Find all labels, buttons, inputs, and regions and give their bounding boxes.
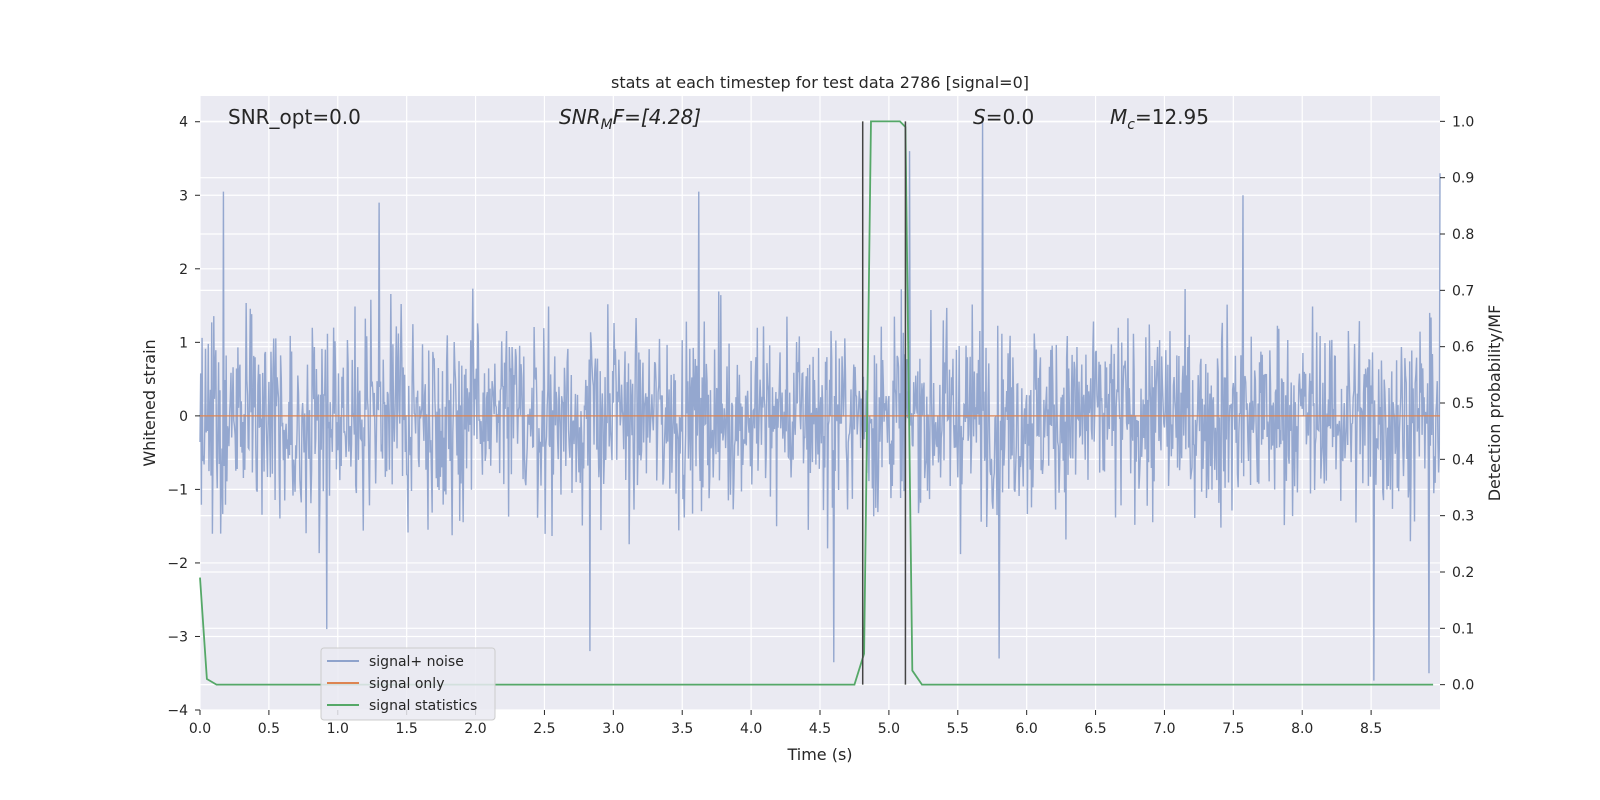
annotation-snr-opt: SNR_opt=0.0 (228, 105, 361, 129)
x-tick-label: 2.5 (533, 721, 555, 737)
y2-tick-label: 0.5 (1452, 396, 1474, 412)
series-lines (199, 120, 1440, 686)
series-signal-statistics (199, 120, 1434, 686)
y2-tick-label: 0.7 (1452, 283, 1474, 299)
x-tick-label: 0.5 (258, 721, 280, 737)
y-tick-label: −1 (167, 482, 188, 498)
x-tick-label: 4.5 (809, 721, 831, 737)
x-tick-label: 5.5 (947, 721, 969, 737)
s-prefix: S (973, 105, 986, 129)
snr-mf-rest: F=[4.28] (613, 105, 701, 129)
y-axis-ticks: 4 3 2 1 0 −1 −2 −3 −4 (167, 115, 200, 719)
signal-noise-series (199, 121, 1441, 681)
y2-axis-ticks: 1.0 0.9 0.8 0.7 0.6 0.5 0.4 0.3 0.2 0.1 0.0 (1440, 114, 1474, 694)
x-tick-label: 6.0 (1016, 721, 1038, 737)
y2-tick-label: 0.9 (1452, 171, 1474, 187)
x-tick-label: 7.5 (1222, 721, 1244, 737)
x-tick-label: 2.0 (464, 721, 486, 737)
x-tick-label: 4.0 (740, 721, 762, 737)
y2-tick-label: 0.6 (1452, 340, 1474, 356)
x-tick-label: 0.0 (189, 721, 211, 737)
x-tick-label: 1.5 (396, 721, 418, 737)
snr-mf-sub: M (601, 117, 613, 133)
chart-title: stats at each timestep for test data 278… (611, 73, 1029, 92)
mc-rest: =12.95 (1135, 105, 1209, 129)
y-tick-label: 0 (179, 409, 188, 425)
y2-tick-label: 0.8 (1452, 227, 1474, 243)
x-tick-label: 8.5 (1360, 721, 1382, 737)
snr-mf-prefix: SNR (559, 105, 601, 129)
y-tick-label: −2 (167, 556, 188, 572)
y2-tick-label: 0.1 (1452, 621, 1474, 637)
y-tick-label: 3 (179, 188, 188, 204)
x-tick-label: 7.0 (1153, 721, 1175, 737)
y2-tick-label: 0.2 (1452, 565, 1474, 581)
y-tick-label: 1 (179, 335, 188, 351)
mc-prefix: M (1110, 105, 1127, 129)
legend: signal+ noise signal only signal statist… (320, 647, 496, 721)
y2-axis-label: Detection probability/MF (1485, 305, 1504, 502)
series-signal-noise (199, 121, 1441, 681)
x-tick-label: 6.5 (1084, 721, 1106, 737)
annotation-snr-mf: SNRMF=[4.28] (559, 105, 701, 133)
y2-tick-label: 0.3 (1452, 509, 1474, 525)
annotation-s: S=0.0 (973, 105, 1034, 129)
x-tick-label: 1.0 (327, 721, 349, 737)
y2-tick-label: 1.0 (1452, 114, 1474, 130)
y2-tick-label: 0.4 (1452, 452, 1474, 468)
annotation-mc: Mc=12.95 (1110, 105, 1209, 133)
x-tick-label: 5.0 (878, 721, 900, 737)
mc-sub: c (1127, 117, 1135, 133)
y-tick-label: 4 (179, 115, 188, 131)
y-tick-label: −4 (167, 703, 188, 719)
x-axis-label: Time (s) (786, 745, 852, 764)
marker-lines (861, 121, 907, 685)
x-tick-label: 3.5 (671, 721, 693, 737)
legend-box (320, 647, 496, 721)
y2-tick-label: 0.0 (1452, 678, 1474, 694)
y-tick-label: −3 (167, 629, 188, 645)
legend-label-signal-only: signal only (369, 676, 444, 692)
legend-label-signal-noise: signal+ noise (369, 654, 464, 670)
x-tick-label: 8.0 (1291, 721, 1313, 737)
legend-label-signal-statistics: signal statistics (369, 698, 477, 714)
x-tick-label: 3.0 (602, 721, 624, 737)
s-rest: =0.0 (986, 105, 1035, 129)
x-axis-ticks: 0.0 0.5 1.0 1.5 2.0 2.5 3.0 3.5 4.0 4.5 5.0 5.5 6.0 6… (189, 710, 1382, 737)
y-tick-label: 2 (179, 262, 188, 278)
y-axis-label: Whitened strain (140, 339, 159, 466)
